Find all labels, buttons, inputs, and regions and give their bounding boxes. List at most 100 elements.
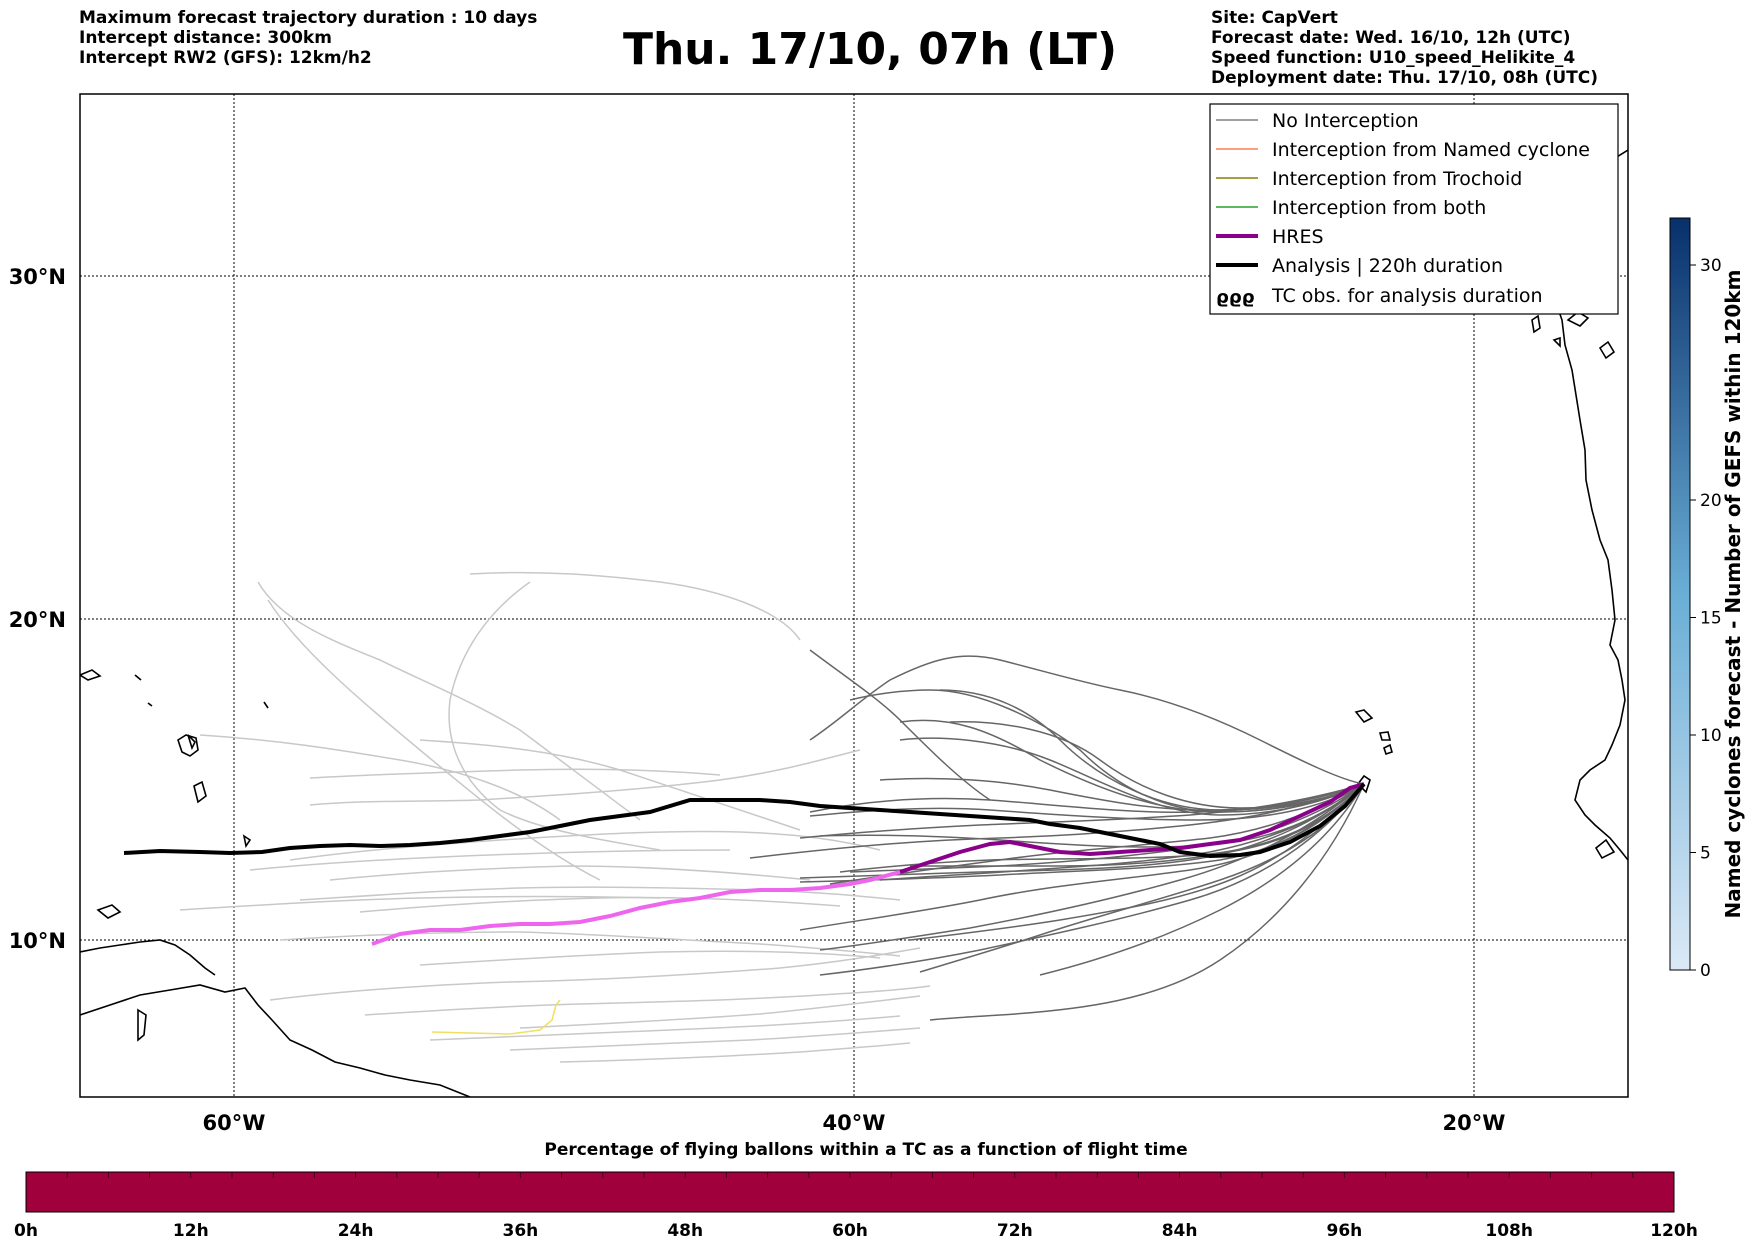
max-duration-text: Maximum forecast trajectory duration : 1…	[79, 8, 538, 28]
ensemble-track	[267, 599, 601, 881]
trochoid-interception-track	[431, 999, 561, 1035]
hres-track-early	[899, 782, 1365, 874]
flight-time-tick-label: 0h	[14, 1221, 38, 1241]
deployment-info: Site: CapVert Forecast date: Wed. 16/10,…	[1211, 8, 1598, 88]
ensemble-track	[929, 783, 1365, 1021]
ensemble-track	[819, 783, 1365, 848]
lat-tick-label: 30°N	[9, 265, 66, 289]
legend-label: TC obs. for analysis duration	[1271, 285, 1543, 307]
legend-box	[1209, 103, 1619, 315]
cape-verde-island	[1354, 709, 1374, 724]
ensemble-track	[809, 655, 1365, 785]
speed-function-text: Speed function: U10_speed_Helikite_4	[1211, 48, 1576, 68]
ensemble-track	[364, 985, 931, 1016]
ensemble-track	[809, 649, 991, 801]
ensemble-track	[329, 865, 811, 881]
ensemble-track	[879, 783, 1365, 881]
lat-tick-label: 10°N	[9, 929, 66, 953]
colorbar-tick-label: 5	[1700, 844, 1711, 864]
venezuela-coast	[80, 939, 216, 976]
colorbar-label: Named cyclones forecast - Number of GEFS…	[1721, 270, 1745, 919]
flight-time-tick-label: 24h	[338, 1221, 374, 1241]
ensemble-track	[519, 995, 921, 1029]
ensemble-track	[309, 749, 861, 806]
ensemble-track	[910, 783, 1365, 867]
map-frame	[79, 93, 1629, 1098]
colorbar-gradient	[1669, 217, 1691, 971]
ensemble-track	[949, 721, 1365, 809]
ensemble-track	[309, 768, 721, 779]
intercept-distance-text: Intercept distance: 300km	[79, 28, 332, 48]
ensemble-track	[289, 830, 881, 861]
ensemble-track	[257, 581, 641, 821]
ensemble-track	[849, 689, 1365, 813]
ensemble-track	[179, 895, 661, 911]
ensemble-track	[809, 783, 1365, 821]
ensemble-track	[249, 849, 731, 871]
canary-island	[1531, 314, 1541, 334]
canary-island	[1552, 336, 1561, 348]
flight-time-tick-label: 96h	[1327, 1221, 1363, 1241]
flight-time-tick-label: 120h	[1650, 1221, 1698, 1241]
lon-tick-label: 60°W	[203, 1111, 266, 1135]
flight-time-tick-label: 84h	[1162, 1221, 1198, 1241]
caribbean-island	[134, 674, 269, 849]
intercept-rw2-text: Intercept RW2 (GFS): 12km/h2	[79, 48, 372, 68]
ensemble-track	[809, 783, 1365, 814]
caribbean-island	[193, 780, 207, 804]
africa-island	[1594, 838, 1616, 860]
flight-time-tick-label: 60h	[832, 1221, 868, 1241]
caribbean-island	[96, 904, 122, 919]
caribbean-island	[187, 734, 196, 751]
caribbean-island	[80, 669, 102, 681]
flight-time-tick-label: 108h	[1485, 1221, 1533, 1241]
lon-tick-label: 20°W	[1443, 1111, 1506, 1135]
ensemble-track	[509, 1027, 921, 1051]
legend-label: Interception from both	[1272, 197, 1486, 219]
flight-time-colorbar-title: Percentage of flying ballons within a TC…	[544, 1140, 1187, 1160]
flight-time-tick-label: 36h	[503, 1221, 539, 1241]
flight-time-tick-label: 72h	[997, 1221, 1033, 1241]
ensemble-track	[909, 783, 1365, 941]
flight-time-tick-label: 48h	[667, 1221, 703, 1241]
canary-island	[1566, 311, 1590, 327]
legend: No Interception Interception from Named …	[1209, 103, 1619, 315]
ensemble-track	[359, 896, 841, 913]
legend-label: Interception from Named cyclone	[1272, 139, 1590, 161]
forecast-parameters: Maximum forecast trajectory duration : 1…	[79, 8, 537, 68]
ensemble-track	[819, 783, 1365, 976]
no-interception-tracks-far	[179, 571, 931, 1063]
ensemble-track	[559, 1042, 911, 1063]
caribbean-island	[177, 734, 199, 757]
ensemble-track	[879, 777, 1365, 811]
legend-label: Interception from Trochoid	[1272, 168, 1522, 190]
ensemble-track	[429, 1015, 901, 1041]
page-title: Thu. 17/10, 07h (LT)	[622, 24, 1118, 75]
forecast-date-text: Forecast date: Wed. 16/10, 12h (UTC)	[1211, 28, 1571, 48]
cape-verde-island	[1378, 731, 1392, 741]
ensemble-track	[849, 783, 1365, 873]
legend-label: HRES	[1272, 226, 1324, 248]
colorbar-tick-label: 10	[1700, 726, 1722, 746]
no-interception-tracks-near	[749, 649, 1365, 1021]
cape-verde-island	[1356, 774, 1371, 794]
flight-time-colorbar-bar	[25, 1171, 1675, 1213]
flight-time-colorbar: Percentage of flying ballons within a TC…	[14, 1140, 1698, 1241]
colorbar-tick-label: 20	[1700, 491, 1722, 511]
cyclone-colorbar: 0 5 10 15 20 30 Named cyclones forecast - Num…	[1669, 217, 1745, 981]
ensemble-track	[299, 886, 901, 901]
ensemble-track	[799, 783, 1365, 839]
legend-label: No Interception	[1272, 110, 1419, 132]
ensemble-track	[199, 734, 561, 821]
ensemble-track	[749, 783, 1365, 859]
ensemble-track	[269, 947, 921, 1001]
site-text: Site: CapVert	[1211, 8, 1338, 28]
deployment-date-text: Deployment date: Thu. 17/10, 08h (UTC)	[1211, 68, 1598, 88]
hres-track-late	[371, 870, 901, 946]
colorbar-tick-label: 30	[1700, 256, 1722, 276]
lat-tick-label: 20°N	[9, 608, 66, 632]
ensemble-track	[1039, 783, 1365, 976]
colorbar-tick-label: 0	[1700, 961, 1711, 981]
ensemble-track	[448, 581, 661, 851]
south-america-coast	[80, 984, 471, 1097]
